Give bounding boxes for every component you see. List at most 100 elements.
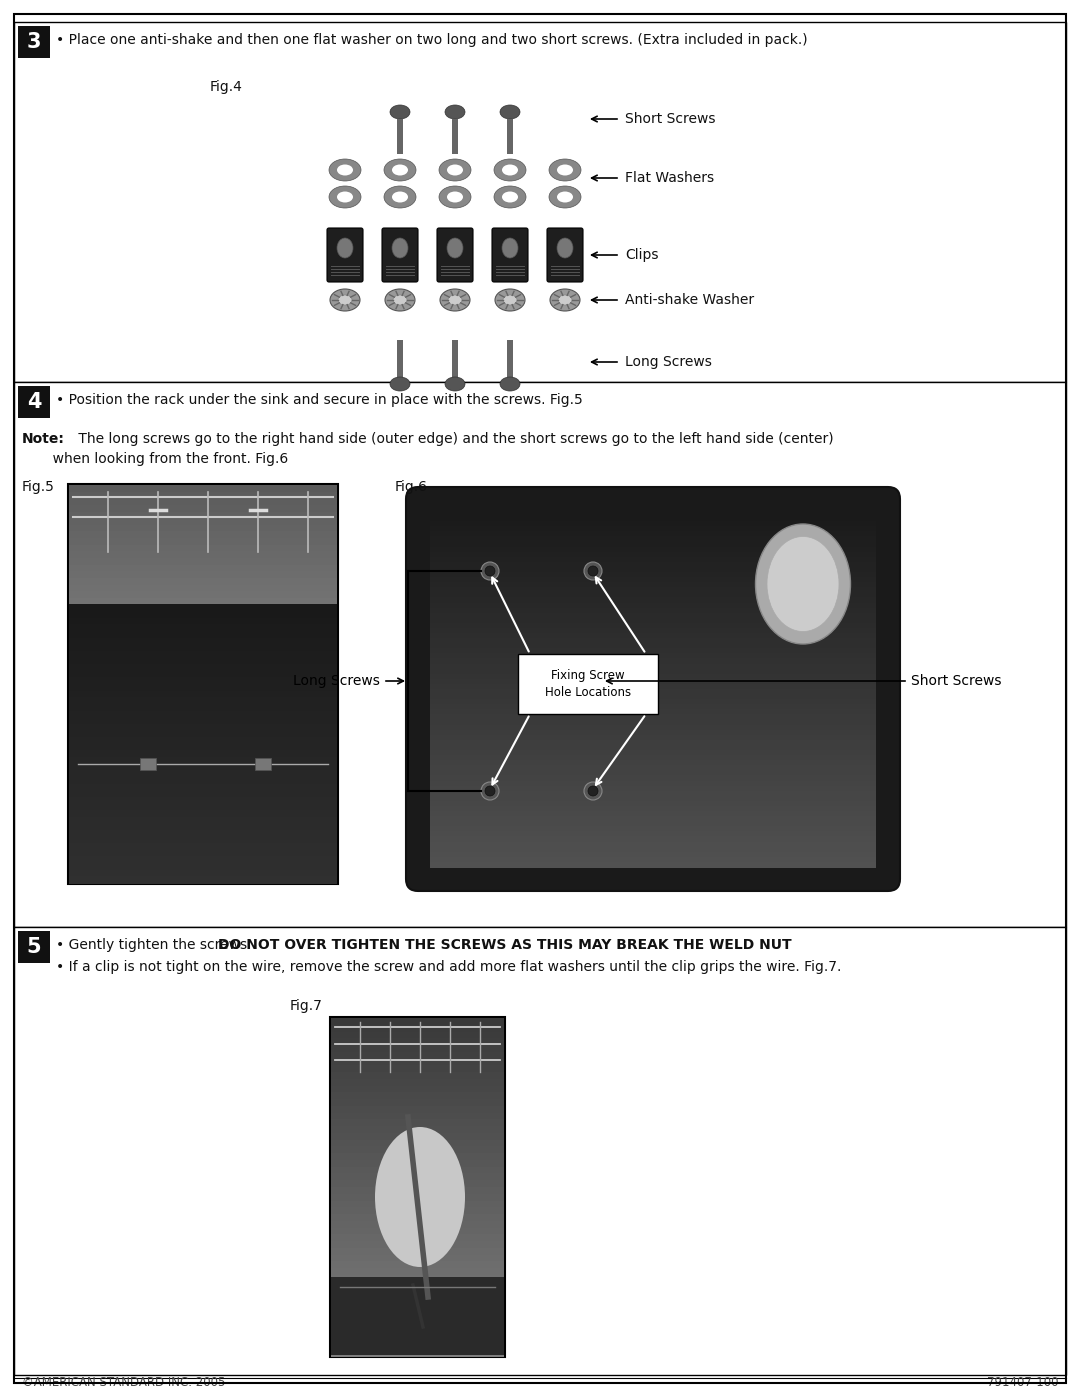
Bar: [330, 1119, 504, 1127]
Circle shape: [584, 782, 602, 800]
Text: Long Screws: Long Screws: [293, 673, 380, 687]
Ellipse shape: [495, 289, 525, 312]
Bar: [430, 816, 876, 823]
Ellipse shape: [438, 186, 471, 208]
Ellipse shape: [494, 159, 526, 182]
Ellipse shape: [445, 377, 465, 391]
Bar: [69, 578, 337, 585]
Bar: [330, 1031, 504, 1039]
Bar: [330, 1187, 504, 1194]
Bar: [430, 826, 876, 833]
Bar: [330, 1140, 504, 1147]
Text: Fig.6: Fig.6: [395, 481, 428, 495]
Bar: [430, 577, 876, 583]
Bar: [430, 710, 876, 715]
Bar: [69, 584, 337, 592]
Ellipse shape: [558, 295, 572, 305]
Bar: [330, 1180, 504, 1187]
Bar: [69, 664, 337, 672]
Bar: [430, 669, 876, 675]
Bar: [430, 623, 876, 629]
FancyBboxPatch shape: [546, 228, 583, 282]
Ellipse shape: [494, 186, 526, 208]
Bar: [69, 571, 337, 578]
Bar: [430, 745, 876, 752]
Bar: [69, 598, 337, 605]
Bar: [330, 1228, 504, 1235]
Text: when looking from the front. Fig.6: when looking from the front. Fig.6: [22, 453, 288, 467]
Bar: [14, 22, 1066, 381]
Bar: [69, 837, 337, 844]
Bar: [69, 856, 337, 865]
Bar: [430, 557, 876, 563]
Bar: [430, 852, 876, 858]
Bar: [69, 844, 337, 851]
Ellipse shape: [384, 159, 416, 182]
Bar: [69, 724, 337, 732]
Text: Fixing Screw
Hole Locations: Fixing Screw Hole Locations: [545, 669, 631, 698]
Bar: [69, 492, 337, 499]
Ellipse shape: [393, 295, 407, 305]
Bar: [330, 1173, 504, 1182]
Ellipse shape: [384, 289, 415, 312]
Bar: [430, 770, 876, 777]
Bar: [430, 837, 876, 842]
Bar: [330, 1268, 504, 1275]
Bar: [69, 685, 337, 692]
Bar: [430, 633, 876, 640]
Bar: [330, 1261, 504, 1268]
Bar: [430, 527, 876, 532]
Bar: [330, 1071, 504, 1080]
Ellipse shape: [500, 377, 519, 391]
Bar: [518, 654, 658, 714]
Bar: [430, 847, 876, 852]
Bar: [330, 1255, 504, 1263]
Bar: [69, 631, 337, 638]
Bar: [69, 803, 337, 812]
FancyBboxPatch shape: [437, 228, 473, 282]
Bar: [430, 821, 876, 827]
Bar: [330, 1099, 504, 1106]
Bar: [330, 1322, 504, 1330]
Bar: [255, 759, 271, 770]
Bar: [507, 119, 513, 154]
Bar: [430, 602, 876, 609]
Ellipse shape: [756, 524, 851, 644]
Ellipse shape: [329, 186, 361, 208]
Bar: [330, 1221, 504, 1228]
Bar: [430, 725, 876, 731]
Bar: [430, 704, 876, 710]
Bar: [330, 1275, 504, 1282]
Bar: [430, 694, 876, 700]
Bar: [69, 717, 337, 725]
Text: Fig.5: Fig.5: [22, 481, 55, 495]
Ellipse shape: [447, 237, 463, 258]
Bar: [69, 738, 337, 745]
Bar: [69, 750, 337, 759]
Ellipse shape: [448, 295, 462, 305]
Bar: [18, 930, 50, 963]
Bar: [430, 856, 876, 863]
Bar: [330, 1126, 504, 1134]
Bar: [69, 499, 337, 506]
Bar: [330, 1200, 504, 1208]
Bar: [69, 830, 337, 838]
Text: Anti-shake Washer: Anti-shake Washer: [625, 293, 754, 307]
Ellipse shape: [550, 289, 580, 312]
Bar: [69, 591, 337, 599]
Bar: [330, 1194, 504, 1201]
Bar: [430, 536, 876, 542]
Bar: [430, 617, 876, 624]
Bar: [69, 810, 337, 817]
FancyBboxPatch shape: [406, 488, 900, 891]
Bar: [430, 679, 876, 685]
Bar: [69, 658, 337, 665]
Bar: [430, 587, 876, 594]
Bar: [330, 1078, 504, 1087]
Bar: [430, 562, 876, 569]
Bar: [69, 863, 337, 870]
Bar: [430, 714, 876, 721]
Bar: [330, 1350, 504, 1356]
Text: 4: 4: [27, 393, 41, 412]
Bar: [430, 629, 876, 634]
